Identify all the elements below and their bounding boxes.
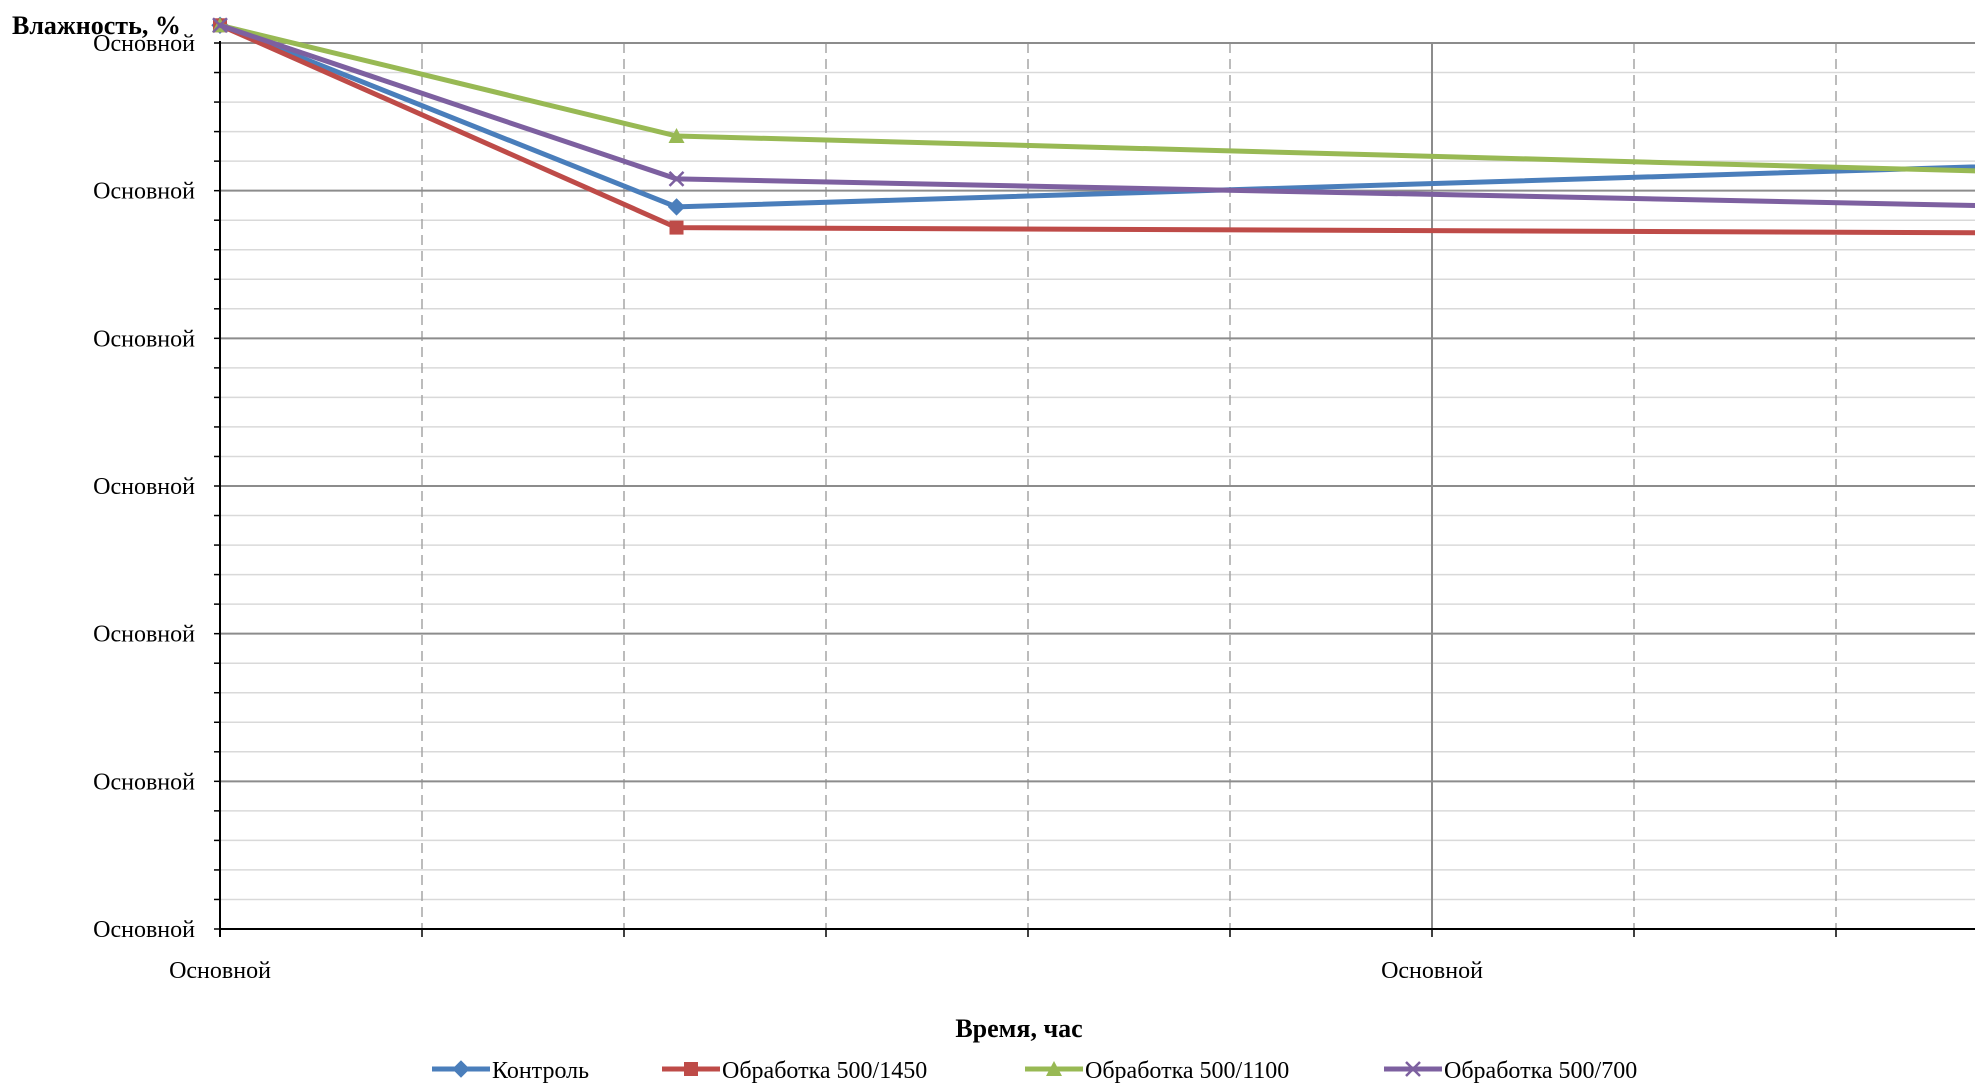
series-line	[217, 22, 1975, 209]
square-marker	[684, 1062, 698, 1076]
x-marker	[1405, 1061, 1421, 1077]
y-tick-label: Основной	[93, 31, 195, 57]
y-tick-label: Основной	[93, 917, 195, 943]
legend-label: Контроль	[492, 1058, 589, 1084]
series-0	[211, 16, 1975, 216]
y-tick-label: Основной	[93, 622, 195, 648]
legend-item: Контроль	[432, 1058, 589, 1084]
diamond-marker	[452, 1060, 470, 1078]
x-axis-title: Время, час	[955, 1014, 1082, 1043]
x-marker	[212, 17, 228, 34]
y-axis-title: Влажность, %	[12, 11, 181, 40]
diamond-marker	[667, 198, 686, 216]
legend-label: Обработка 500/1100	[1085, 1058, 1289, 1084]
legend-label: Обработка 500/1450	[722, 1058, 927, 1084]
legend: Контроль Обработка 500/1450 Обработка 500/…	[432, 1058, 1637, 1084]
x-tick-label: Основной	[169, 958, 271, 984]
series-line	[217, 22, 1975, 236]
series-3	[212, 17, 1975, 209]
x-marker	[668, 170, 685, 187]
y-tick-label: Основной	[93, 179, 195, 205]
series-line	[217, 22, 1975, 210]
x-tick-label: Основной	[1381, 958, 1483, 984]
legend-item: Обработка 500/700	[1384, 1058, 1637, 1084]
legend-label: Обработка 500/700	[1444, 1058, 1637, 1084]
y-tick-labels: Основной Основной Основной Основной Основной…	[93, 31, 195, 943]
y-tick-label: Основной	[93, 474, 195, 500]
y-tick-label: Основной	[93, 326, 195, 352]
axes	[214, 41, 1975, 937]
legend-item: Обработка 500/1450	[662, 1058, 927, 1084]
series-line	[217, 22, 1975, 174]
triangle-marker	[668, 128, 685, 144]
data-series	[211, 16, 1975, 236]
square-marker	[669, 220, 684, 235]
legend-item: Обработка 500/1100	[1025, 1058, 1289, 1084]
y-tick-label: Основной	[93, 769, 195, 795]
triangle-marker	[1046, 1061, 1062, 1076]
